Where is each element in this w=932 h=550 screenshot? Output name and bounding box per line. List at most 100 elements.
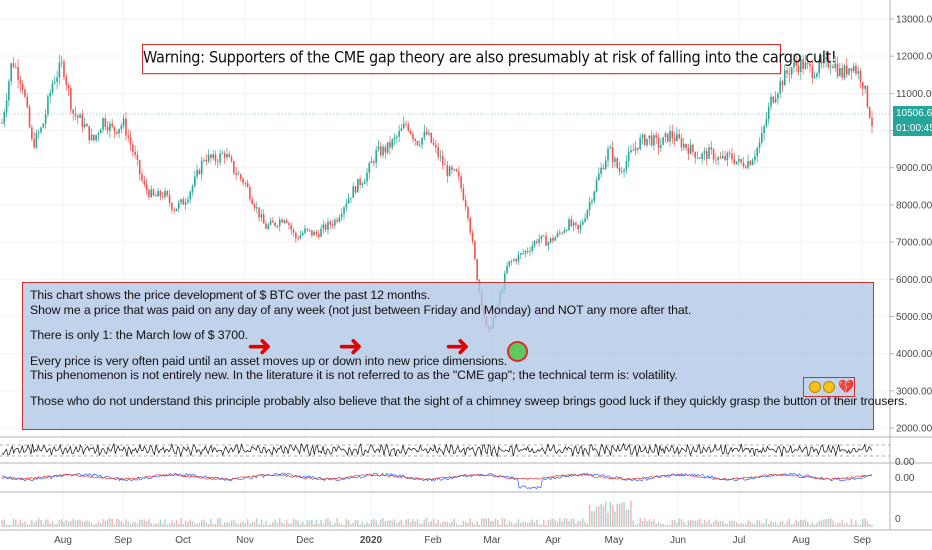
- candle-body: [210, 154, 212, 158]
- volume-bar: [820, 520, 823, 527]
- candle-body: [324, 224, 327, 230]
- candle-body: [237, 174, 240, 176]
- volume-bar: [504, 518, 506, 527]
- volume-bar: [841, 520, 843, 527]
- volume-bar: [591, 511, 593, 527]
- volume-bar: [669, 524, 671, 527]
- volume-bar: [731, 520, 733, 527]
- x-tick-label: Dec: [296, 535, 314, 546]
- candle-body: [327, 221, 329, 230]
- candle-body: [19, 79, 22, 84]
- x-tick-label: Oct: [175, 535, 191, 546]
- volume-bar: [735, 522, 738, 527]
- volume-bar: [577, 521, 579, 527]
- candle-body: [106, 126, 109, 131]
- volume-bar: [657, 521, 660, 527]
- volume-bar: [843, 524, 846, 527]
- candle-body: [336, 219, 338, 222]
- candle-body: [320, 228, 322, 237]
- candle-body: [288, 222, 290, 226]
- candle-body: [666, 133, 669, 142]
- candle-body: [5, 100, 8, 113]
- warning-banner: Warning: Supporters of the CME gap theor…: [142, 44, 837, 75]
- candle-body: [786, 70, 788, 74]
- candle-body: [76, 115, 79, 118]
- volume-bar: [38, 518, 40, 527]
- volume-bar: [86, 520, 88, 527]
- indicator-panes: [0, 436, 932, 493]
- candle-body: [630, 150, 632, 153]
- x-tick-label: Jun: [670, 535, 686, 546]
- volume-bar: [458, 524, 460, 527]
- volume-bar: [244, 523, 247, 527]
- volume-bar: [24, 521, 26, 527]
- volume-bar: [386, 520, 389, 527]
- volume-bar: [414, 521, 416, 527]
- candle-body: [269, 220, 272, 225]
- arrow-right-icon: ➜: [338, 329, 364, 364]
- volume-bar: [749, 521, 752, 527]
- candle-body: [33, 138, 35, 148]
- candle-body: [604, 160, 607, 170]
- candle-body: [79, 114, 81, 118]
- volume-bar: [855, 520, 857, 527]
- volume-bar: [662, 524, 664, 527]
- candle-body: [274, 222, 276, 226]
- candle-body: [219, 153, 221, 163]
- volume-bar: [28, 524, 31, 527]
- candle-body: [200, 160, 203, 175]
- volume-bar: [194, 523, 196, 527]
- volume-bar: [74, 520, 77, 527]
- candle-body: [618, 167, 621, 172]
- note-line-3: There is only 1: the March low of $ 3700…: [30, 328, 249, 343]
- candle-body: [343, 207, 345, 215]
- volume-bar: [327, 518, 329, 527]
- candle-body: [772, 96, 775, 103]
- volume-bar: [455, 523, 458, 527]
- volume-bar: [786, 520, 788, 527]
- candle-body: [593, 191, 596, 201]
- candle-body: [148, 190, 150, 198]
- volume-bar: [809, 524, 811, 527]
- volume-bar: [265, 520, 267, 527]
- candle-body: [81, 114, 84, 128]
- candle-body: [689, 144, 692, 155]
- volume-bar: [173, 522, 175, 527]
- volume-bar: [246, 519, 249, 527]
- candle-body: [735, 161, 738, 164]
- candle-body: [203, 160, 205, 161]
- candle-body: [529, 250, 531, 252]
- candle-body: [159, 190, 162, 197]
- volume-bar: [311, 519, 313, 527]
- volume-bar: [474, 523, 476, 527]
- volume-bar: [451, 521, 453, 527]
- candle-body: [37, 132, 40, 134]
- volume-bar: [201, 520, 203, 527]
- x-tick-label: May: [605, 535, 624, 546]
- candle-body: [221, 153, 224, 154]
- volume-bar: [40, 520, 42, 527]
- candle-body: [90, 134, 93, 141]
- volume-bar: [864, 518, 866, 527]
- candle-body: [382, 146, 384, 156]
- candle-body: [350, 197, 352, 199]
- candle-body: [710, 147, 713, 150]
- volume-bar: [694, 520, 696, 527]
- candle-body: [641, 134, 644, 138]
- volume-bar: [515, 522, 517, 527]
- candle-body: [783, 70, 786, 86]
- volume-bar: [60, 519, 63, 527]
- candle-body: [595, 180, 598, 192]
- volume-bar: [285, 520, 288, 527]
- volume-bar: [779, 521, 781, 527]
- volume-bar: [313, 524, 315, 527]
- current-price-tag: 10506.62: [893, 106, 932, 121]
- candle-body: [184, 202, 187, 205]
- volume-bar: [306, 519, 309, 527]
- volume-bar: [350, 524, 352, 527]
- candle-body: [545, 236, 547, 246]
- candle-body: [233, 161, 235, 173]
- volume-bar: [42, 523, 45, 527]
- volume-bar: [357, 520, 359, 527]
- volume-bar: [756, 520, 758, 527]
